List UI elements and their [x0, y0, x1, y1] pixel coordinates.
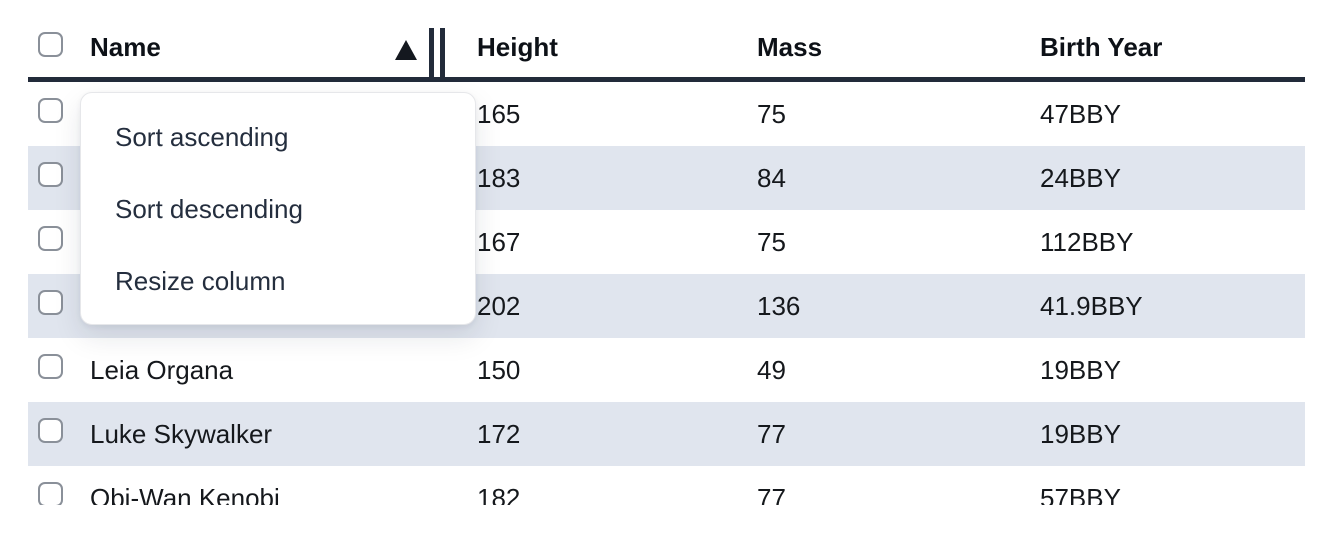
column-header-height-label: Height	[477, 32, 558, 62]
menu-item-sort-descending[interactable]: Sort descending	[115, 193, 303, 224]
cell-mass: 77	[757, 482, 786, 506]
cell-mass: 77	[757, 418, 786, 449]
resize-grip-bar	[440, 28, 445, 77]
row-checkbox-cell	[28, 98, 90, 130]
row-checkbox[interactable]	[38, 98, 63, 123]
menu-item-resize-column[interactable]: Resize column	[115, 265, 286, 296]
cell-birth-year: 47BBY	[1040, 98, 1121, 129]
row-checkbox[interactable]	[38, 226, 63, 251]
cell-mass: 49	[757, 354, 786, 385]
cell-height: 182	[477, 482, 521, 506]
column-header-name[interactable]: Name	[90, 32, 477, 63]
column-resize-handle[interactable]	[429, 28, 445, 77]
cell-height: 183	[477, 162, 521, 193]
row-checkbox[interactable]	[38, 354, 63, 379]
cell-name: Luke Skywalker	[90, 418, 273, 449]
row-checkbox-cell	[28, 354, 90, 386]
row-checkbox-cell	[28, 290, 90, 322]
menu-item-sort-ascending[interactable]: Sort ascending	[115, 121, 289, 152]
select-all-checkbox[interactable]	[38, 31, 63, 57]
cell-birth-year: 19BBY	[1040, 354, 1121, 385]
column-header-mass[interactable]: Mass	[757, 32, 1040, 63]
row-checkbox[interactable]	[38, 482, 63, 505]
sort-ascending-icon[interactable]	[395, 40, 417, 60]
column-header-height[interactable]: Height	[477, 32, 757, 63]
row-checkbox-cell	[28, 162, 90, 194]
table-row: Leia Organa 150 49 19BBY	[28, 338, 1305, 402]
column-header-mass-label: Mass	[757, 32, 823, 62]
row-checkbox-cell	[28, 226, 90, 258]
cell-name: Obi-Wan Kenobi	[90, 482, 280, 506]
cell-height: 165	[477, 98, 521, 129]
row-checkbox-cell	[28, 482, 90, 505]
cell-name: Leia Organa	[90, 354, 234, 385]
cell-mass: 136	[757, 290, 801, 321]
cell-birth-year: 41.9BBY	[1040, 290, 1143, 321]
cell-mass: 84	[757, 162, 786, 193]
column-header-name-label: Name	[90, 32, 161, 62]
cell-height: 172	[477, 418, 521, 449]
cell-mass: 75	[757, 98, 786, 129]
resize-grip-bar	[429, 28, 434, 77]
table-row: Obi-Wan Kenobi 182 77 57BBY	[28, 466, 1305, 505]
row-checkbox-cell	[28, 418, 90, 450]
row-checkbox[interactable]	[38, 162, 63, 187]
row-checkbox[interactable]	[38, 418, 63, 443]
cell-height: 150	[477, 354, 521, 385]
table-row: Luke Skywalker 172 77 19BBY	[28, 402, 1305, 466]
column-context-menu: Sort ascending Sort descending Resize colu…	[80, 92, 476, 325]
column-header-birth-year-label: Birth Year	[1040, 32, 1163, 62]
header-checkbox-cell	[28, 31, 90, 64]
cell-birth-year: 112BBY	[1040, 226, 1134, 257]
row-checkbox[interactable]	[38, 290, 63, 315]
cell-birth-year: 57BBY	[1040, 482, 1121, 506]
column-header-birth-year[interactable]: Birth Year	[1040, 32, 1305, 63]
cell-birth-year: 19BBY	[1040, 418, 1121, 449]
cell-height: 167	[477, 226, 521, 257]
cell-birth-year: 24BBY	[1040, 162, 1121, 193]
cell-mass: 75	[757, 226, 786, 257]
cell-height: 202	[477, 290, 521, 321]
table-header-row: Name Height Mass Birth Year	[28, 0, 1305, 82]
